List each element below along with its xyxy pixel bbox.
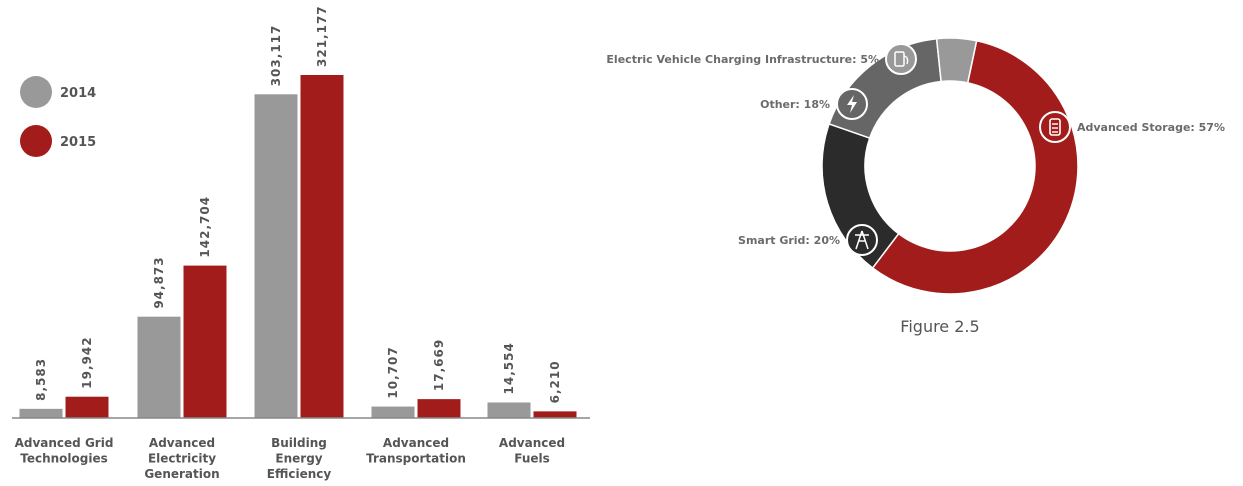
bar-2015-2 [300,75,344,418]
ev-charger-icon [885,43,917,75]
value-label-2014-0: 8,583 [34,358,48,401]
lightning-icon [836,88,868,120]
category-label-2: Efficiency [267,467,332,481]
legend-swatch-2014 [20,76,52,108]
bar-chart: 2014 2015 8,583 19,942 Advanced Grid Technolo… [12,5,590,481]
category-label-1: Generation [144,467,219,481]
donut-chart: Advanced Storage: 57% Smart Grid: 20% Othe… [606,37,1225,336]
figure-caption: Figure 2.5 [900,317,979,336]
value-label-2014-2: 303,117 [269,25,283,87]
battery-icon [1039,111,1071,143]
bar-2015-1 [183,265,227,418]
legend-swatch-2015 [20,125,52,157]
value-label-2014-4: 14,554 [502,342,516,394]
category-label-1: Advanced [149,436,215,450]
slice-label-3: Electric Vehicle Charging Infrastructure… [606,53,879,66]
bar-2015-4 [533,411,577,418]
value-label-2015-4: 6,210 [548,360,562,403]
slice-label-2: Other: 18% [760,98,830,111]
bar-2014-4 [487,402,531,418]
slice-label-0: Advanced Storage: 57% [1077,121,1225,134]
category-label-0: Technologies [20,452,108,466]
bar-2014-0 [19,408,63,418]
category-label-4: Fuels [514,452,550,466]
bar-2015-3 [417,399,461,418]
category-label-1: Electricity [148,452,216,466]
value-label-2014-1: 94,873 [152,256,166,308]
category-label-0: Advanced Grid [15,436,114,450]
category-label-2: Building [271,436,327,450]
legend-label-2014: 2014 [60,86,96,101]
donut-slice-3 [935,37,978,84]
value-label-2014-3: 10,707 [386,346,400,398]
category-label-3: Transportation [366,452,466,466]
bar-2014-3 [371,406,415,418]
legend-label-2015: 2015 [60,135,96,150]
bar-2014-2 [254,94,298,419]
value-label-2015-3: 17,669 [432,339,446,391]
value-label-2015-1: 142,704 [198,196,212,258]
category-label-4: Advanced [499,436,565,450]
bar-2015-0 [65,396,109,418]
bar-2014-1 [137,316,181,418]
transmission-tower-icon [846,224,878,256]
donut-slice-0 [871,39,1079,295]
value-label-2015-0: 19,942 [80,336,94,388]
category-label-3: Advanced [383,436,449,450]
value-label-2015-2: 321,177 [315,5,329,67]
slice-label-1: Smart Grid: 20% [738,234,840,247]
category-label-2: Energy [275,452,322,466]
